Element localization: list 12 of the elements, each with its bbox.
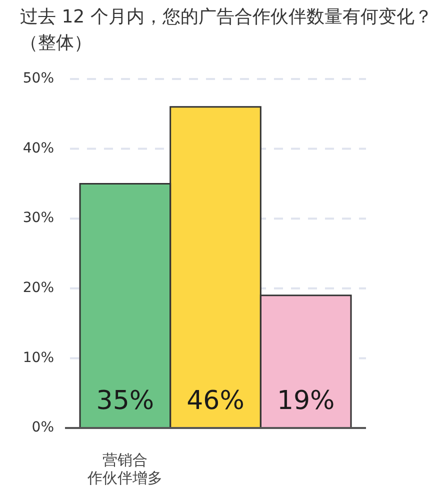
- x-tick-label: 营销合作伙伴增多: [86, 450, 163, 487]
- data-label: 46%: [186, 386, 244, 416]
- chart-title: 过去 12 个月内，您的广告合作伙伴数量有何变化？: [20, 6, 432, 28]
- y-tick-label: 30%: [22, 210, 54, 226]
- y-tick-label: 20%: [22, 280, 54, 296]
- chart-subtitle: （整体）: [20, 32, 92, 54]
- y-tick-label: 50%: [22, 70, 54, 87]
- y-tick-label: 0%: [32, 420, 54, 436]
- y-tick-label: 10%: [22, 350, 54, 366]
- y-tick-label: 40%: [22, 140, 54, 156]
- data-label: 35%: [96, 386, 154, 416]
- data-label: 19%: [276, 386, 335, 416]
